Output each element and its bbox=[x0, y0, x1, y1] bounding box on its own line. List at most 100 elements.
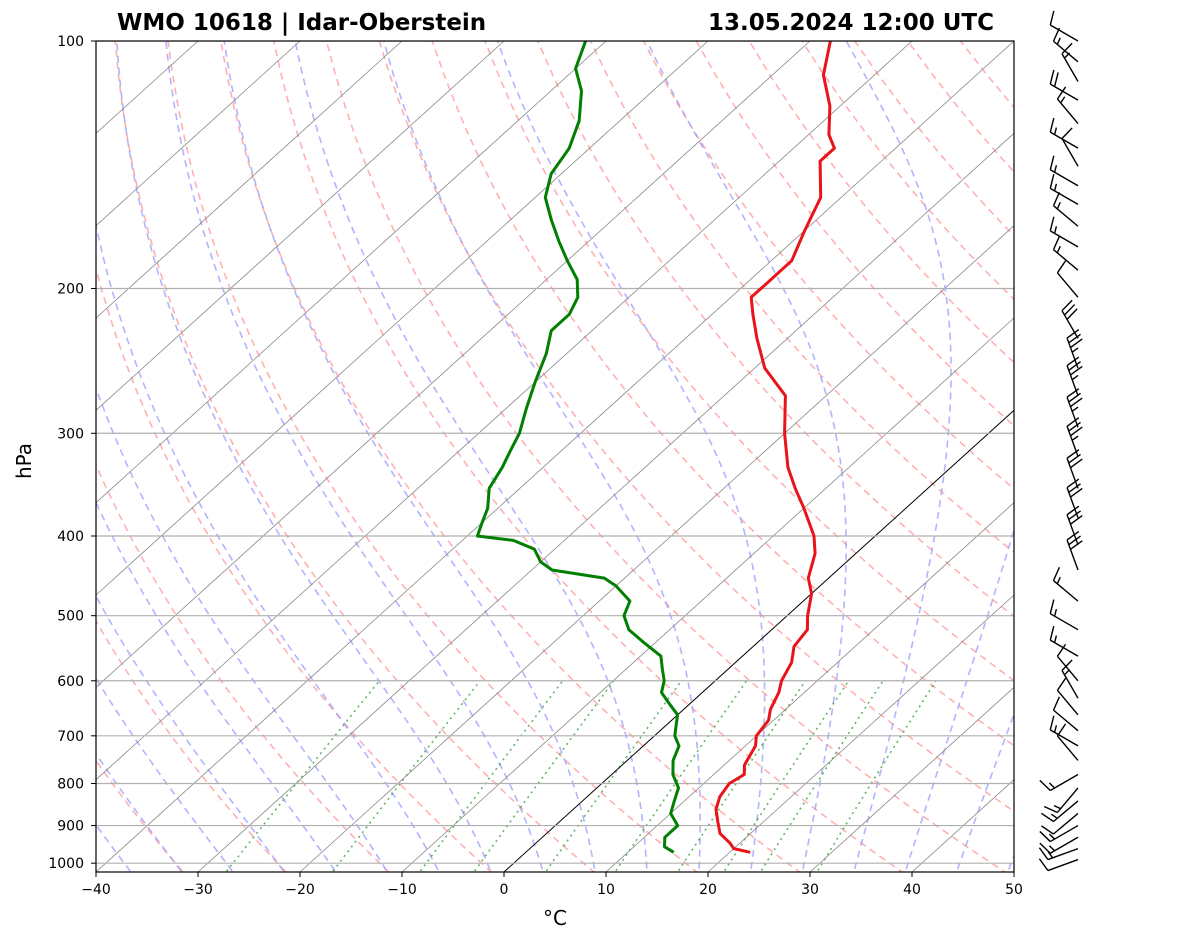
y-tick-label: 900 bbox=[57, 819, 84, 835]
moist-adiabat bbox=[903, 41, 1089, 881]
wind-barb-feather bbox=[1039, 859, 1048, 871]
wind-barb bbox=[1050, 174, 1078, 204]
dry-adiabat bbox=[10, 41, 398, 881]
wind-barb-feather bbox=[1053, 697, 1059, 710]
wind-barb-feather bbox=[1053, 236, 1059, 249]
wind-barb-half-feather bbox=[1055, 725, 1057, 732]
wind-barb bbox=[1050, 716, 1078, 746]
wind-barb-half-feather bbox=[1049, 834, 1054, 839]
dry-adiabat bbox=[855, 41, 1181, 881]
mixing-ratio-line bbox=[812, 681, 936, 881]
wind-barb-half-feather bbox=[1072, 407, 1078, 411]
wind-barb bbox=[1067, 418, 1082, 457]
chart-title-station: WMO 10618 | Idar-Oberstein bbox=[117, 10, 486, 36]
wind-barb-half-feather bbox=[1061, 97, 1065, 103]
wind-barb bbox=[1057, 678, 1078, 715]
isotherm-zero bbox=[504, 41, 1181, 872]
wind-barb bbox=[1050, 11, 1078, 41]
y-tick-label: 300 bbox=[57, 426, 84, 442]
wind-barb-half-feather bbox=[1057, 38, 1060, 45]
wind-barb-half-feather bbox=[1055, 609, 1057, 616]
wind-barb bbox=[1044, 788, 1078, 813]
wind-barb-half-feather bbox=[1055, 184, 1057, 191]
wind-barb-feather bbox=[1055, 72, 1059, 86]
isotherm bbox=[0, 41, 708, 872]
x-tick-label: −10 bbox=[387, 882, 417, 898]
wind-barb-half-feather bbox=[1055, 636, 1057, 643]
wind-barb-feather bbox=[1050, 11, 1054, 25]
wind-barb bbox=[1040, 774, 1078, 790]
dry-adiabat bbox=[62, 41, 501, 881]
wind-barb-feather bbox=[1050, 118, 1054, 132]
wind-barb-half-feather bbox=[1055, 128, 1057, 135]
moist-adiabat bbox=[117, 41, 495, 881]
wind-barb-half-feather bbox=[1072, 348, 1078, 352]
wind-barb-feather bbox=[1050, 217, 1054, 231]
wind-barb-staff bbox=[1048, 860, 1078, 871]
wind-barb-feather bbox=[1057, 261, 1065, 273]
temperature-profile bbox=[716, 41, 834, 852]
wind-barb bbox=[1053, 236, 1078, 270]
dry-adiabat bbox=[644, 41, 1181, 881]
wind-barb bbox=[1057, 87, 1078, 124]
wind-barb-half-feather bbox=[1049, 783, 1054, 788]
moist-adiabat bbox=[224, 41, 596, 881]
x-tick-label: 20 bbox=[699, 882, 717, 898]
wind-barb bbox=[1039, 859, 1078, 871]
dewpoint-profile bbox=[477, 41, 679, 852]
wind-barb-feather bbox=[1053, 567, 1059, 580]
dry-adiabat bbox=[274, 41, 915, 881]
moist-adiabat bbox=[166, 41, 546, 881]
wind-barb-half-feather bbox=[1072, 436, 1078, 440]
wind-barb bbox=[1057, 261, 1078, 298]
dry-adiabat bbox=[908, 41, 1181, 881]
wind-barb-half-feather bbox=[1049, 846, 1054, 851]
wind-barb bbox=[1039, 848, 1078, 860]
isotherm bbox=[708, 41, 1181, 872]
moist-adiabat bbox=[37, 41, 393, 881]
isotherm bbox=[300, 41, 1181, 872]
dry-adiabat bbox=[1172, 41, 1181, 881]
wind-barb bbox=[1067, 357, 1082, 396]
y-tick-label: 200 bbox=[57, 282, 84, 298]
wind-barb-half-feather bbox=[1072, 375, 1078, 379]
wind-barb-feather bbox=[1040, 843, 1050, 853]
x-tick-label: −20 bbox=[285, 882, 315, 898]
y-tick-label: 400 bbox=[57, 529, 84, 545]
y-axis-label: hPa bbox=[12, 443, 36, 479]
wind-barb-half-feather bbox=[1054, 806, 1061, 809]
wind-barb-half-feather bbox=[1057, 202, 1060, 209]
y-tick-label: 500 bbox=[57, 609, 84, 625]
wind-barb-feather bbox=[1041, 826, 1053, 834]
wind-barb bbox=[1050, 600, 1078, 630]
wind-barb-feather bbox=[1050, 174, 1054, 188]
dry-adiabat bbox=[696, 41, 1181, 881]
mixing-ratio-line bbox=[540, 681, 682, 881]
isotherm bbox=[1014, 41, 1181, 872]
wind-barb-feather bbox=[1050, 626, 1054, 640]
wind-barb-half-feather bbox=[1057, 246, 1060, 253]
dry-adiabat bbox=[749, 41, 1181, 881]
wind-barb-feather bbox=[1040, 831, 1050, 841]
wind-barb-feather bbox=[1050, 156, 1054, 170]
y-tick-label: 700 bbox=[57, 729, 84, 745]
dry-adiabat bbox=[591, 41, 1181, 881]
x-tick-label: 50 bbox=[1005, 882, 1023, 898]
wind-barb-feather bbox=[1062, 660, 1072, 670]
isotherm bbox=[0, 41, 606, 872]
wind-barb-feather bbox=[1053, 192, 1059, 205]
moist-adiabat bbox=[1005, 41, 1181, 881]
wind-barb-feather bbox=[1062, 128, 1072, 138]
y-tick-label: 600 bbox=[57, 674, 84, 690]
y-tick-label: 800 bbox=[57, 777, 84, 793]
x-tick-label: 30 bbox=[801, 882, 819, 898]
isotherm bbox=[402, 41, 1181, 872]
isotherm bbox=[0, 41, 402, 872]
wind-barb bbox=[1062, 43, 1078, 81]
mixing-ratio-line bbox=[326, 681, 480, 881]
wind-barb bbox=[1050, 217, 1078, 247]
wind-barb-staff bbox=[1053, 710, 1078, 731]
wind-barb-feather bbox=[1050, 716, 1054, 730]
